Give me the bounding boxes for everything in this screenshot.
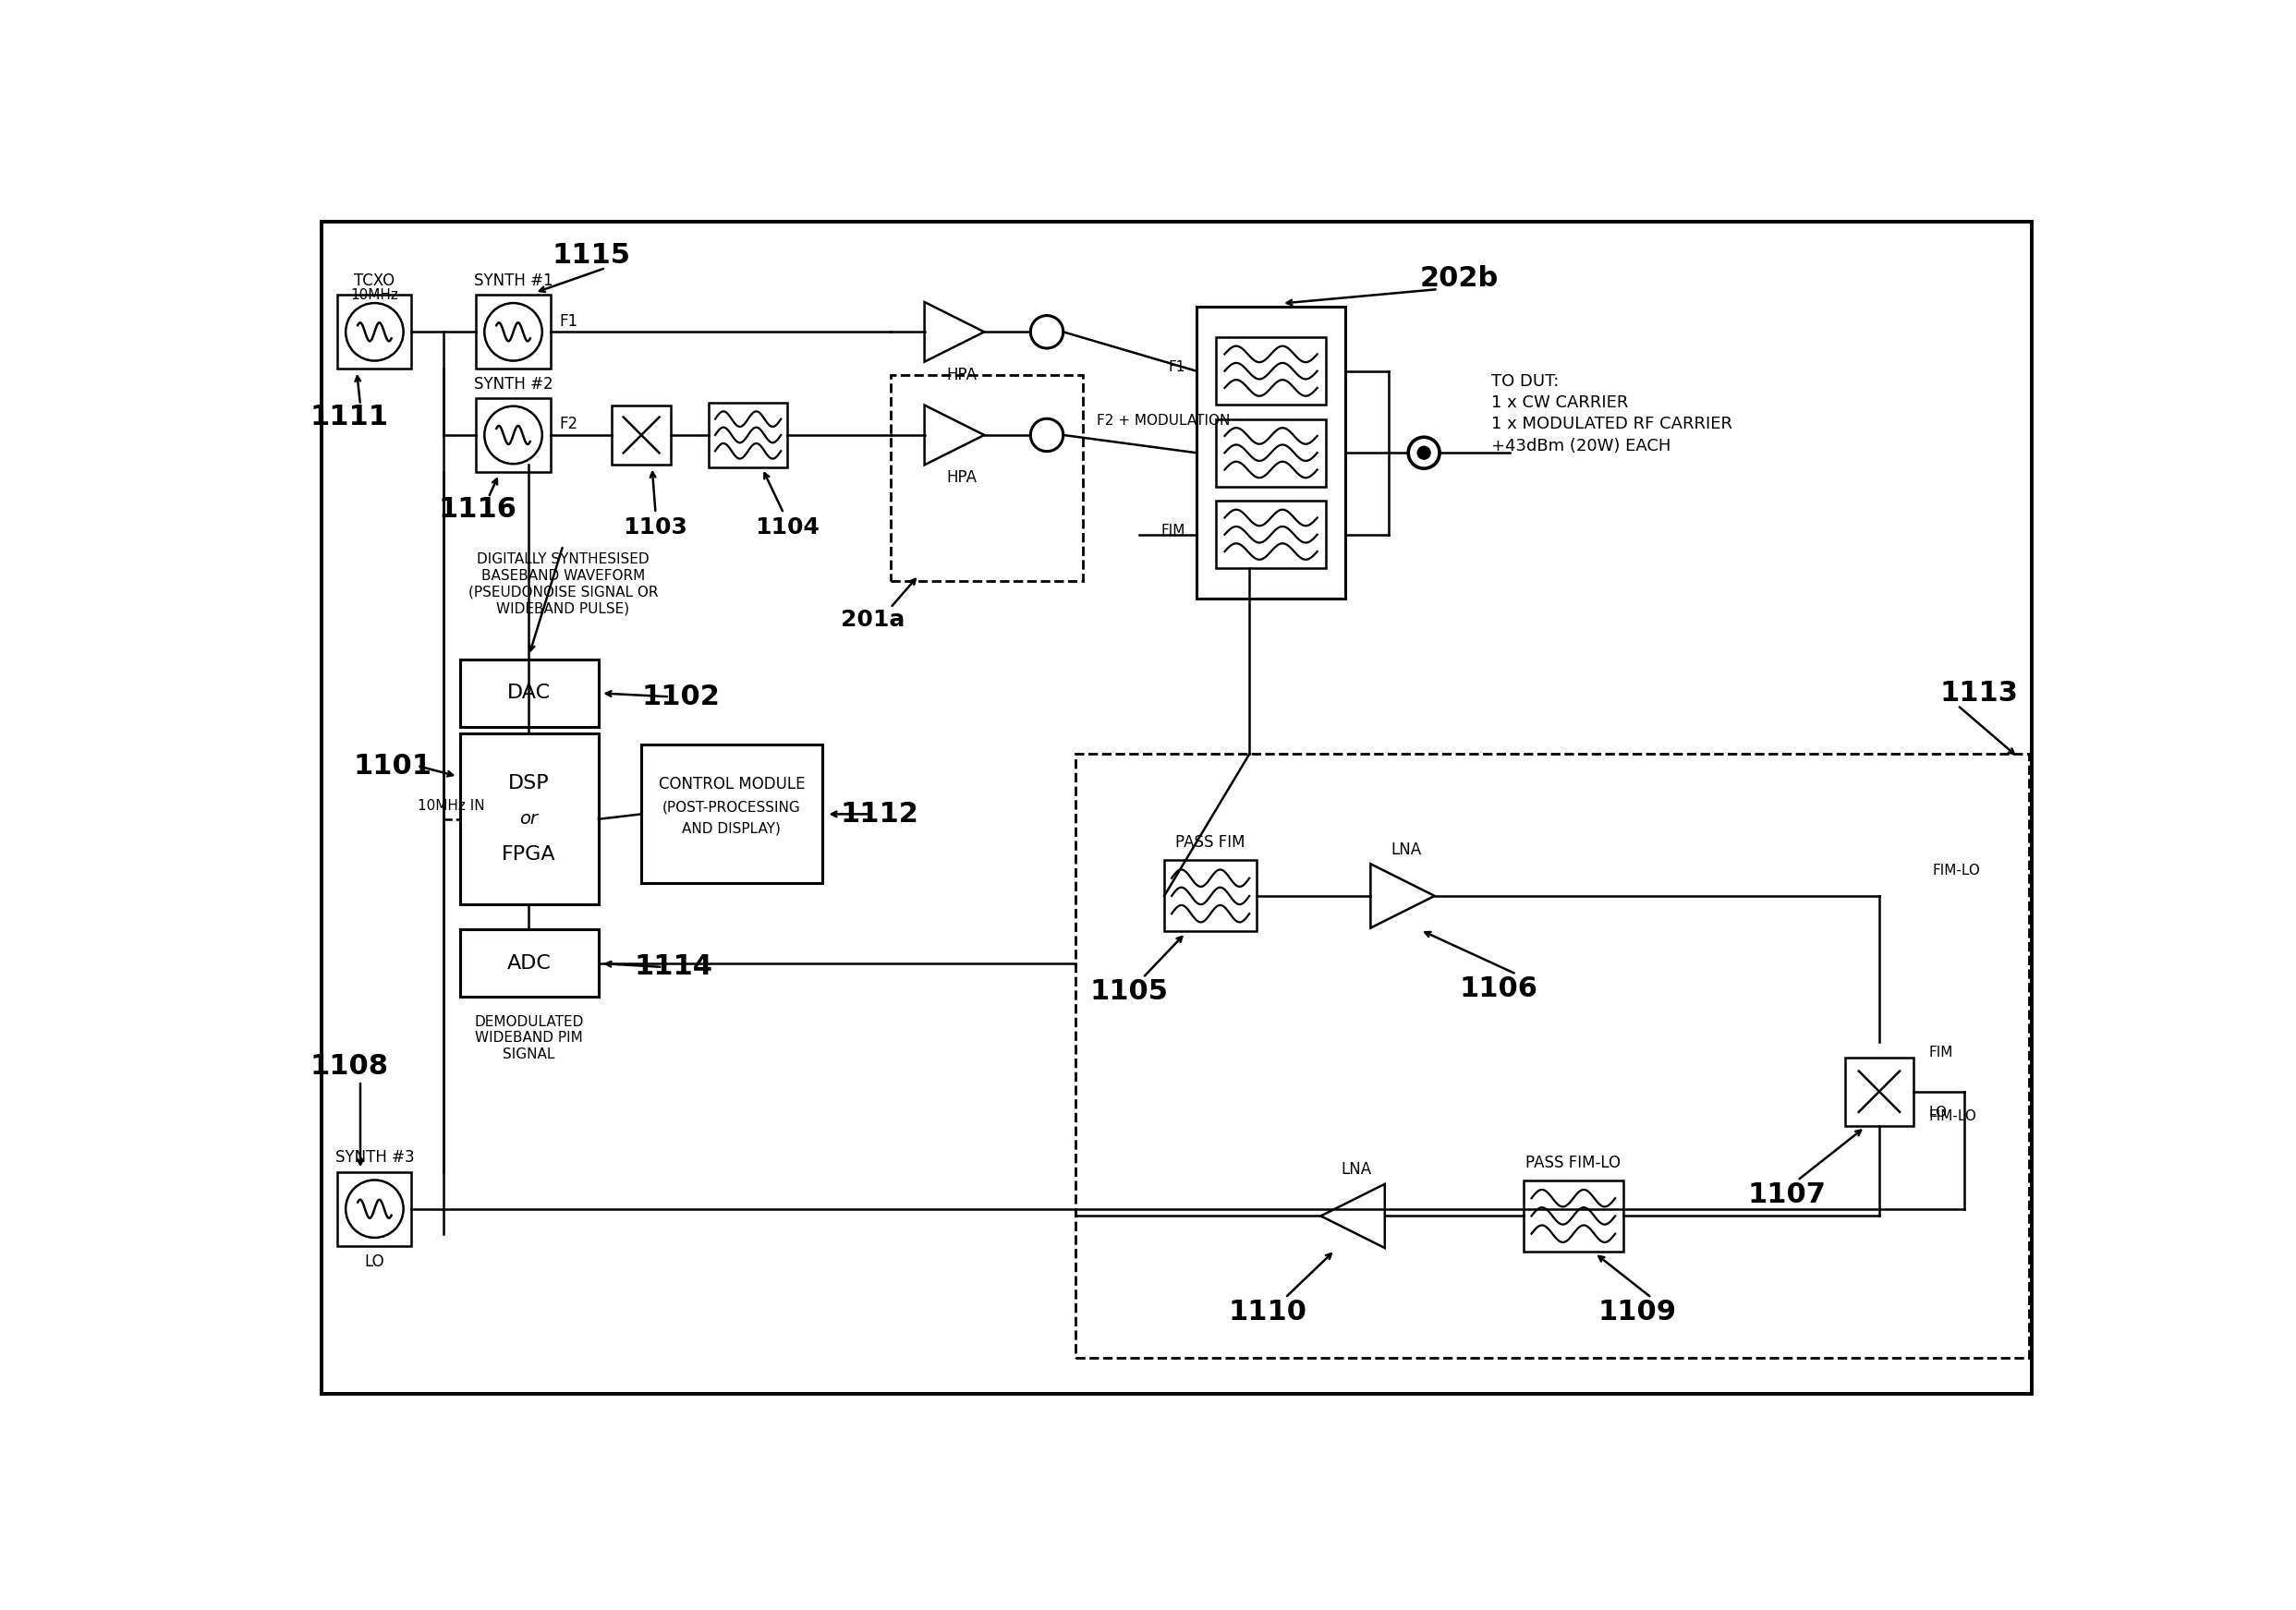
Text: 1108: 1108 <box>310 1053 388 1080</box>
Text: 1106: 1106 <box>1460 976 1538 1001</box>
Text: BASEBAND WAVEFORM: BASEBAND WAVEFORM <box>482 568 645 583</box>
Text: LNA: LNA <box>1341 1161 1371 1179</box>
Text: 1113: 1113 <box>1940 679 2018 707</box>
Bar <box>459 929 599 997</box>
Text: F1: F1 <box>560 312 579 330</box>
Text: DEMODULATED: DEMODULATED <box>475 1014 583 1029</box>
Text: DSP: DSP <box>507 774 549 792</box>
Text: FIM: FIM <box>1162 525 1185 538</box>
Text: SIGNAL: SIGNAL <box>503 1048 556 1061</box>
Text: F1: F1 <box>1169 361 1185 375</box>
Bar <box>1196 308 1345 599</box>
Bar <box>459 658 599 726</box>
Text: DIGITALLY SYNTHESISED: DIGITALLY SYNTHESISED <box>478 552 650 567</box>
Text: FIM-LO: FIM-LO <box>1933 865 1981 877</box>
Text: 1 x CW CARRIER: 1 x CW CARRIER <box>1492 394 1628 411</box>
Text: HPA: HPA <box>946 365 976 383</box>
Text: LO: LO <box>1929 1106 1947 1121</box>
Bar <box>1525 1180 1623 1251</box>
Text: 1107: 1107 <box>1747 1182 1825 1208</box>
Text: WIDEBAND PULSE): WIDEBAND PULSE) <box>496 602 629 615</box>
Text: LNA: LNA <box>1391 842 1421 858</box>
Text: CONTROL MODULE: CONTROL MODULE <box>659 776 806 792</box>
Text: FIM: FIM <box>1929 1045 1954 1059</box>
Bar <box>1217 419 1327 486</box>
Text: 202b: 202b <box>1421 266 1499 291</box>
Bar <box>338 295 411 369</box>
Text: FIM-LO: FIM-LO <box>1929 1109 1977 1124</box>
Bar <box>1164 860 1256 932</box>
Text: SYNTH #2: SYNTH #2 <box>473 375 553 393</box>
Text: SYNTH #1: SYNTH #1 <box>473 272 553 290</box>
Bar <box>1846 1058 1913 1125</box>
Text: (POST-PROCESSING: (POST-PROCESSING <box>664 800 801 815</box>
Text: 1 x MODULATED RF CARRIER: 1 x MODULATED RF CARRIER <box>1492 415 1733 433</box>
Text: 1116: 1116 <box>439 496 517 523</box>
Text: PASS FIM: PASS FIM <box>1176 834 1244 850</box>
Text: 10MHz: 10MHz <box>351 288 400 301</box>
Bar <box>891 375 1081 581</box>
Bar <box>475 295 551 369</box>
Text: 1111: 1111 <box>310 404 388 430</box>
Bar <box>475 398 551 472</box>
Text: 1103: 1103 <box>622 517 689 539</box>
Bar <box>709 402 788 467</box>
Text: +43dBm (20W) EACH: +43dBm (20W) EACH <box>1492 438 1671 454</box>
Text: SYNTH #3: SYNTH #3 <box>335 1150 413 1166</box>
Text: PASS FIM-LO: PASS FIM-LO <box>1527 1154 1621 1170</box>
Text: 201a: 201a <box>840 609 905 631</box>
Text: 10MHz IN: 10MHz IN <box>418 800 484 813</box>
Bar <box>611 406 670 465</box>
Text: 1114: 1114 <box>634 953 712 980</box>
Text: 1102: 1102 <box>641 683 719 710</box>
Text: F2 + MODULATION: F2 + MODULATION <box>1097 414 1231 428</box>
Circle shape <box>1417 446 1430 459</box>
Text: DAC: DAC <box>507 684 551 702</box>
Text: ADC: ADC <box>507 955 551 972</box>
Text: 1105: 1105 <box>1088 979 1169 1005</box>
Text: 1109: 1109 <box>1598 1299 1676 1325</box>
Bar <box>1075 753 2030 1359</box>
Bar <box>338 1172 411 1246</box>
Text: 1104: 1104 <box>755 517 820 539</box>
Bar <box>1217 501 1327 568</box>
Text: F2: F2 <box>560 415 579 433</box>
Text: TO DUT:: TO DUT: <box>1492 374 1559 390</box>
Text: HPA: HPA <box>946 470 976 486</box>
Text: 1112: 1112 <box>840 800 918 828</box>
Bar <box>1217 336 1327 404</box>
Text: TCXO: TCXO <box>354 272 395 290</box>
Text: WIDEBAND PIM: WIDEBAND PIM <box>475 1032 583 1045</box>
Bar <box>459 734 599 905</box>
Text: (PSEUDONOISE SIGNAL OR: (PSEUDONOISE SIGNAL OR <box>468 586 659 599</box>
Bar <box>641 744 822 884</box>
Text: 1115: 1115 <box>553 243 631 269</box>
Text: or: or <box>519 810 537 828</box>
Text: FPGA: FPGA <box>503 845 556 865</box>
Text: LO: LO <box>365 1254 383 1270</box>
Text: 1101: 1101 <box>354 752 432 779</box>
Text: AND DISPLAY): AND DISPLAY) <box>682 821 781 836</box>
Text: 1110: 1110 <box>1228 1299 1306 1325</box>
